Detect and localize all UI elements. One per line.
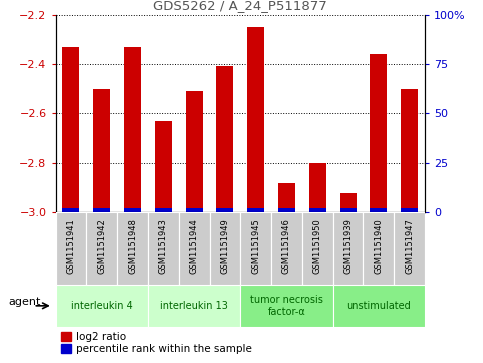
Bar (93, 89, 110, 212)
Bar (185, 208, 202, 212)
Bar (210, 212, 240, 285)
Text: GSM1151948: GSM1151948 (128, 218, 137, 274)
Bar (309, 163, 326, 212)
Bar (364, 212, 394, 285)
Title: GDS5262 / A_24_P511877: GDS5262 / A_24_P511877 (154, 0, 327, 12)
Text: GSM1151946: GSM1151946 (282, 218, 291, 274)
Text: agent: agent (8, 297, 41, 307)
Bar (278, 183, 295, 212)
Text: unstimulated: unstimulated (346, 301, 411, 311)
Bar (216, 66, 233, 212)
Bar (56, 285, 148, 327)
Bar (333, 285, 425, 327)
Text: GSM1151950: GSM1151950 (313, 218, 322, 274)
Bar (370, 54, 387, 212)
Bar (271, 212, 302, 285)
Bar (117, 212, 148, 285)
Bar (62, 208, 79, 212)
Bar (148, 285, 241, 327)
Bar (401, 89, 418, 212)
Text: GSM1151941: GSM1151941 (67, 218, 75, 274)
Text: GSM1151943: GSM1151943 (159, 218, 168, 274)
Bar (216, 208, 233, 212)
Bar (333, 212, 364, 285)
Bar (155, 208, 172, 212)
Bar (56, 212, 86, 285)
Bar (247, 208, 264, 212)
Bar (278, 208, 295, 212)
Bar (340, 192, 356, 212)
Text: GSM1151949: GSM1151949 (220, 218, 229, 274)
Bar (179, 212, 210, 285)
Bar (240, 285, 333, 327)
Bar (93, 208, 110, 212)
Bar (302, 212, 333, 285)
Text: GSM1151947: GSM1151947 (405, 218, 414, 274)
Text: GSM1151942: GSM1151942 (97, 218, 106, 274)
Text: GSM1151940: GSM1151940 (374, 218, 384, 274)
Bar (62, 47, 79, 212)
Text: GSM1151945: GSM1151945 (251, 218, 260, 274)
Bar (124, 47, 141, 212)
Text: tumor necrosis
factor-α: tumor necrosis factor-α (250, 295, 323, 317)
Text: interleukin 13: interleukin 13 (160, 301, 228, 311)
Text: GSM1151944: GSM1151944 (190, 218, 199, 274)
Bar (370, 208, 387, 212)
Bar (185, 91, 202, 212)
Bar (124, 208, 141, 212)
Legend: log2 ratio, percentile rank within the sample: log2 ratio, percentile rank within the s… (61, 332, 252, 354)
Bar (247, 27, 264, 212)
Bar (340, 208, 356, 212)
Bar (394, 212, 425, 285)
Text: interleukin 4: interleukin 4 (71, 301, 133, 311)
Bar (86, 212, 117, 285)
Bar (401, 208, 418, 212)
Text: GSM1151939: GSM1151939 (343, 218, 353, 274)
Bar (155, 121, 172, 212)
Bar (309, 208, 326, 212)
Bar (148, 212, 179, 285)
Bar (240, 212, 271, 285)
